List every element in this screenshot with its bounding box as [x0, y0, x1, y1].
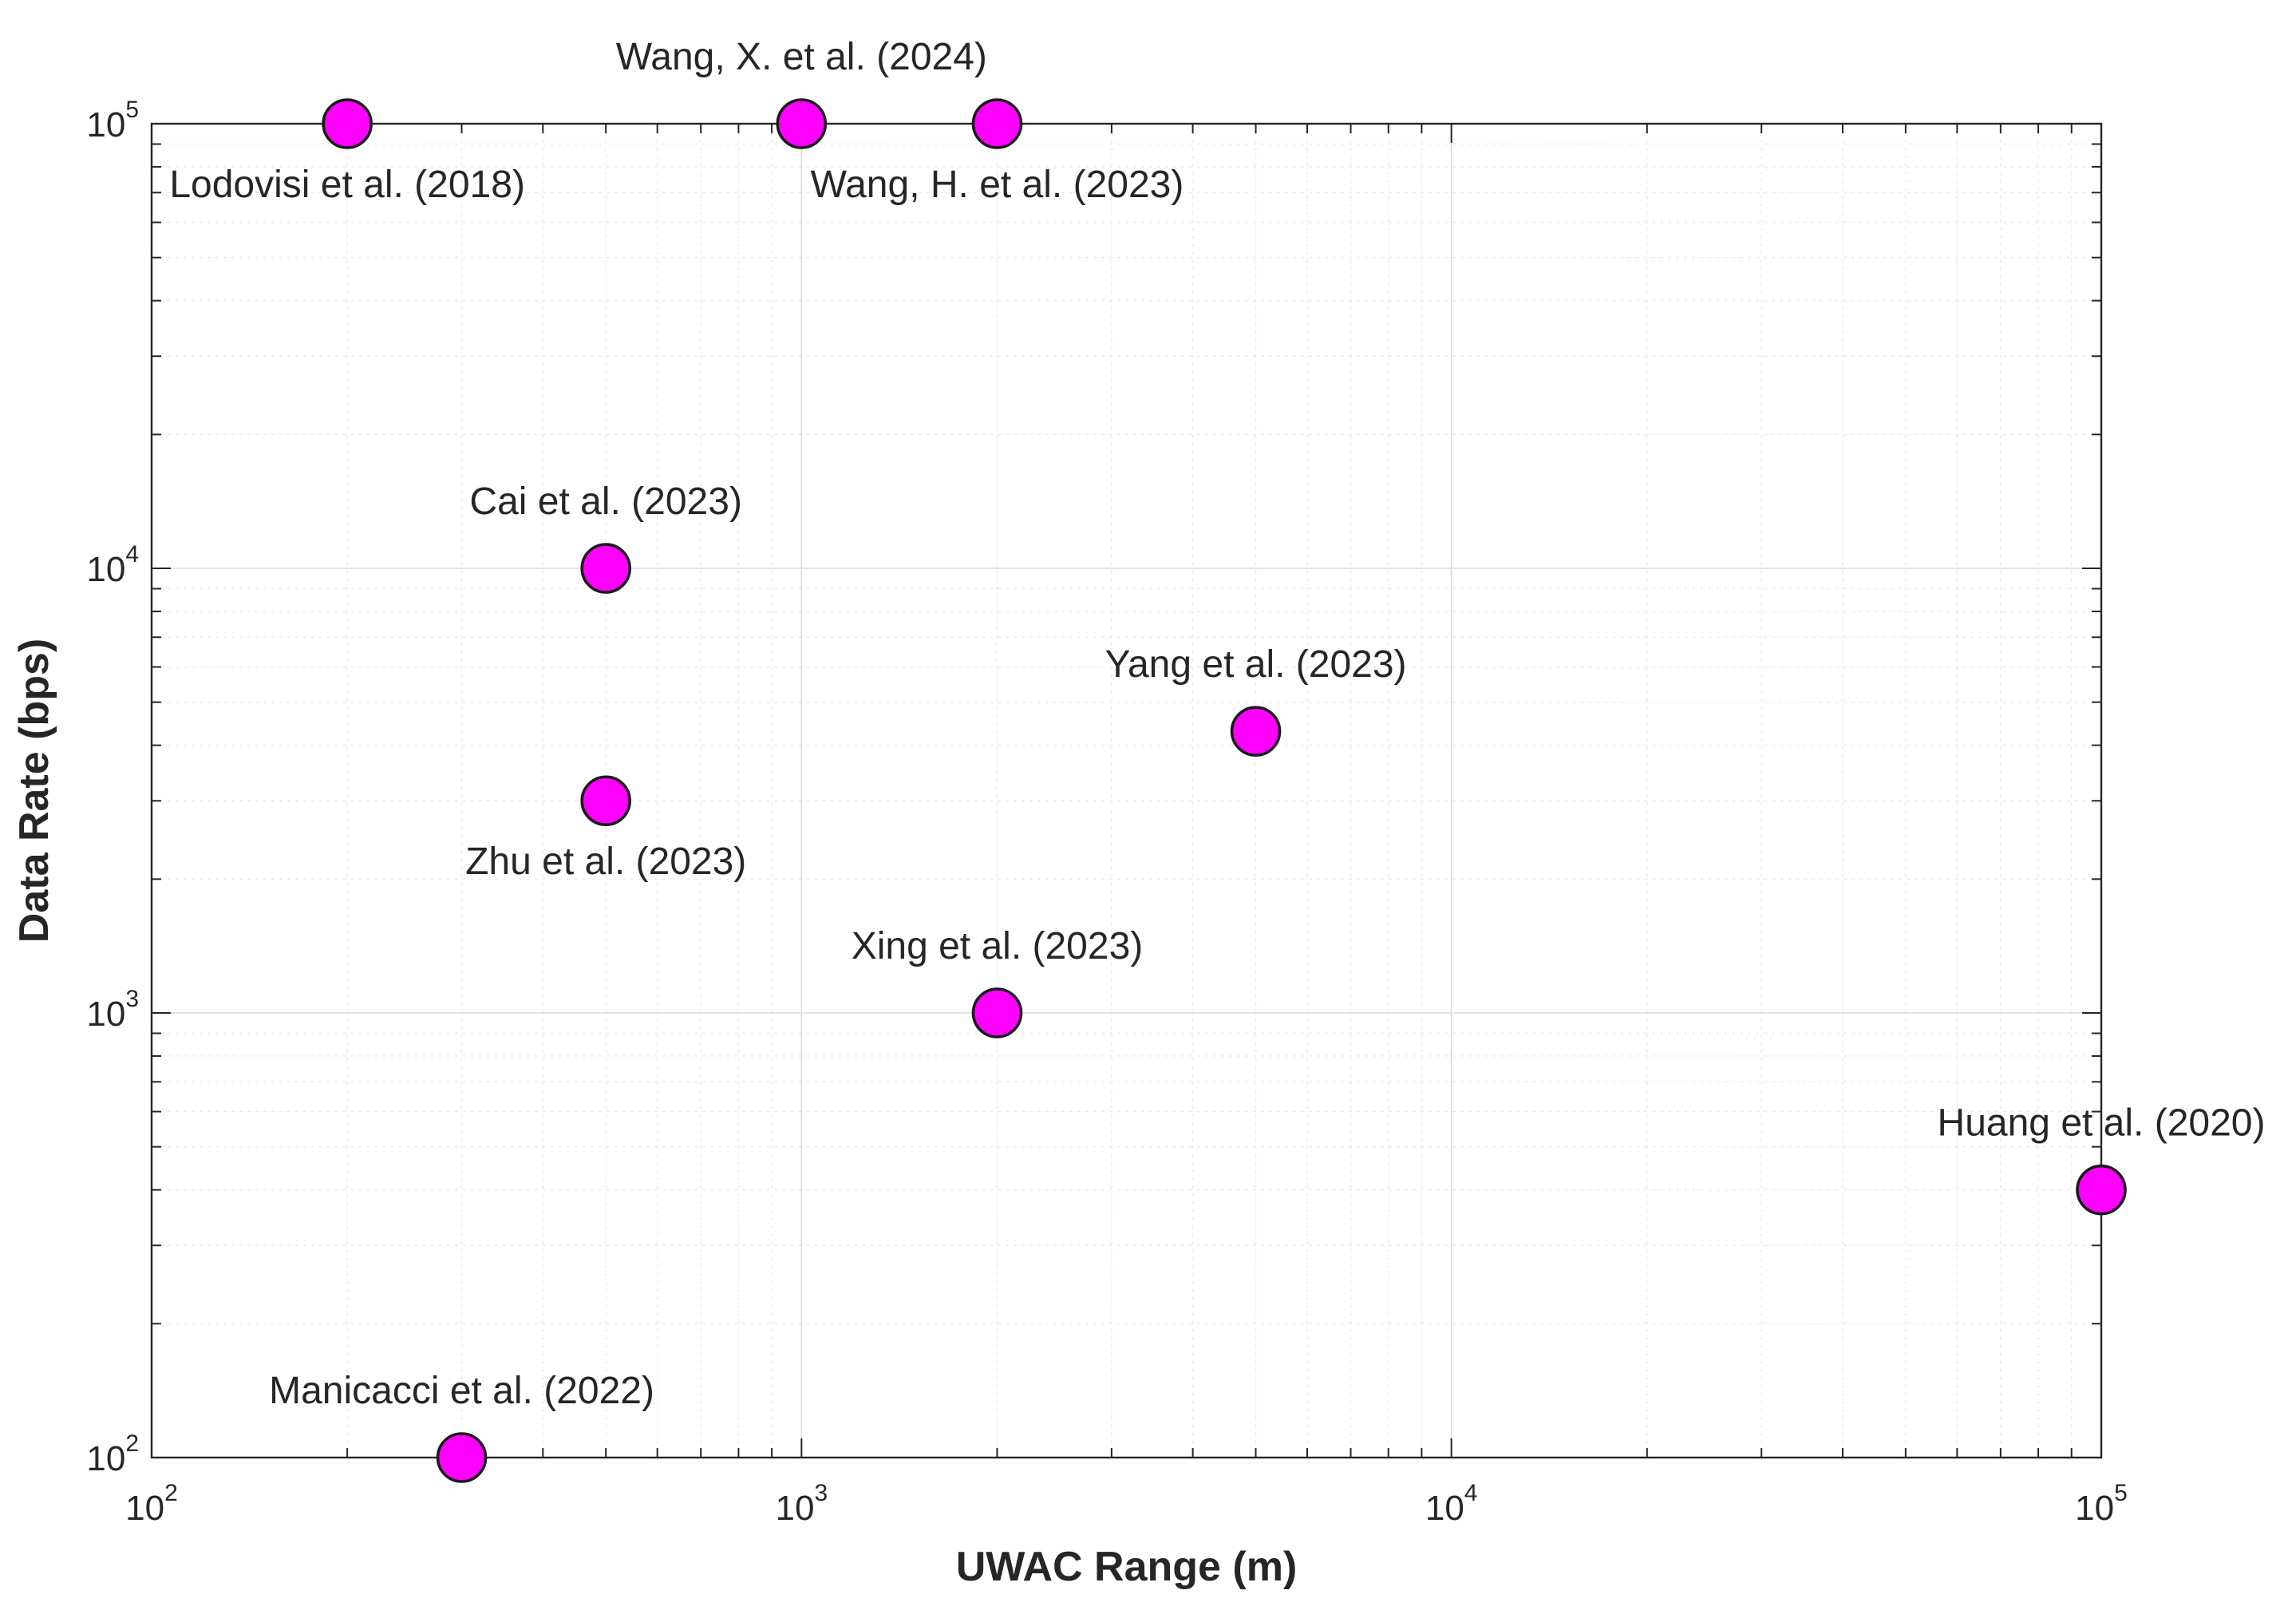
y-tick-label: 103	[86, 986, 139, 1034]
tick-exponent: 5	[125, 97, 139, 123]
x-tick-label: 104	[1425, 1480, 1478, 1528]
data-label: Xing et al. (2023)	[852, 925, 1144, 967]
data-point	[1230, 706, 1282, 757]
data-points	[322, 98, 2127, 1483]
tick-base: 10	[125, 1489, 164, 1528]
data-label: Zhu et al. (2023)	[465, 841, 746, 883]
tick-exponent: 2	[164, 1480, 178, 1506]
tick-base: 10	[86, 995, 125, 1034]
data-point	[580, 775, 631, 827]
data-point	[971, 98, 1023, 149]
y-tick-label: 104	[86, 541, 139, 589]
tick-base: 10	[86, 105, 125, 144]
data-point	[2076, 1164, 2127, 1216]
y-tick-label: 105	[86, 97, 139, 144]
tick-base: 10	[86, 1439, 125, 1478]
x-tick-label: 103	[776, 1480, 828, 1528]
axes-box	[150, 122, 2103, 1459]
data-point	[971, 987, 1023, 1038]
tick-exponent: 4	[1464, 1480, 1478, 1506]
data-point	[436, 1432, 488, 1483]
tick-base: 10	[2075, 1489, 2114, 1528]
y-tick-label: 102	[86, 1430, 139, 1478]
y-axis-title: Data Rate (bps)	[11, 639, 57, 943]
data-label: Wang, H. et al. (2023)	[811, 164, 1184, 206]
data-label: Wang, X. et al. (2024)	[616, 36, 987, 78]
x-tick-labels: 102 103 104 105	[125, 1480, 2128, 1528]
data-point	[776, 98, 828, 149]
axis-ticks	[151, 123, 2102, 1458]
grid	[151, 123, 2102, 1458]
tick-exponent: 3	[125, 986, 139, 1012]
tick-base: 10	[86, 550, 125, 589]
x-tick-label: 105	[2075, 1480, 2128, 1528]
x-axis-title: UWAC Range (m)	[956, 1544, 1298, 1590]
data-point	[322, 98, 373, 149]
data-point	[580, 543, 631, 594]
data-label: Manicacci et al. (2022)	[269, 1370, 654, 1412]
tick-base: 10	[1425, 1489, 1464, 1528]
tick-exponent: 3	[814, 1480, 828, 1506]
tick-exponent: 5	[2114, 1480, 2128, 1506]
x-tick-label: 102	[125, 1480, 178, 1528]
point-labels: Lodovisi et al. (2018) Wang, X. et al. (2…	[169, 36, 2265, 1412]
data-label: Yang et al. (2023)	[1105, 643, 1407, 686]
data-label: Cai et al. (2023)	[469, 481, 742, 523]
tick-exponent: 2	[125, 1430, 139, 1457]
tick-base: 10	[776, 1489, 815, 1528]
tick-exponent: 4	[125, 541, 139, 568]
data-label: Huang et al. (2020)	[1938, 1102, 2266, 1145]
data-label: Lodovisi et al. (2018)	[169, 164, 525, 206]
